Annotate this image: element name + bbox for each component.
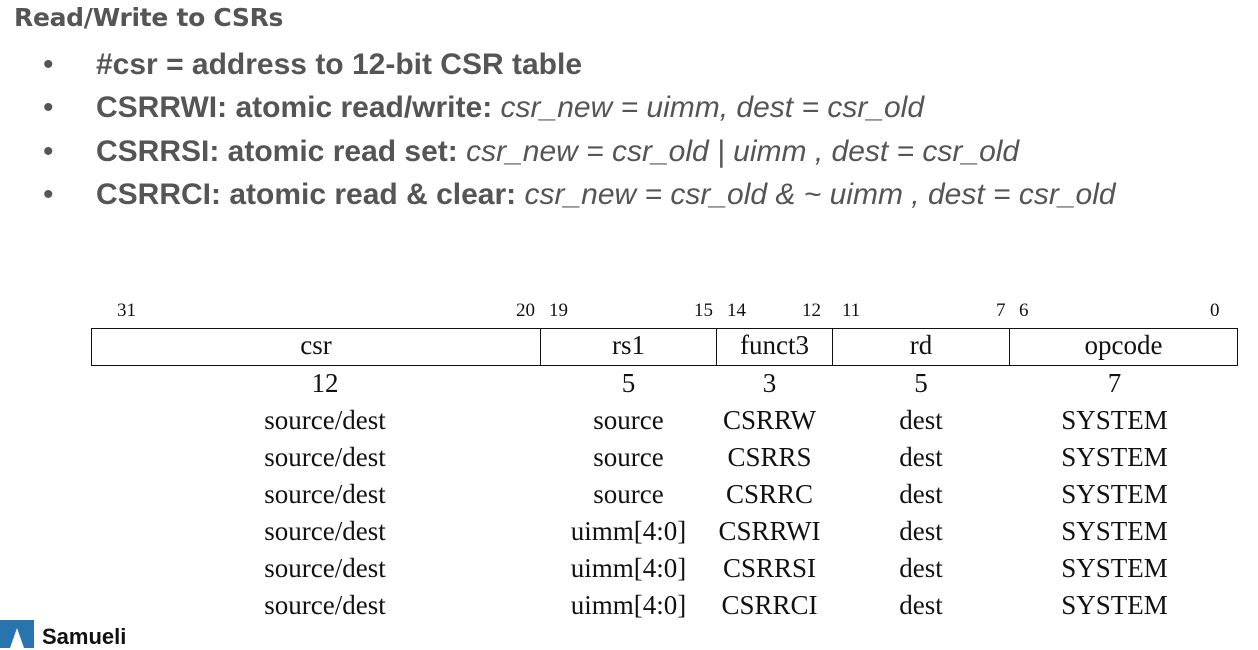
bit-label: 14 bbox=[727, 300, 746, 321]
bit-label: 11 bbox=[842, 300, 861, 321]
bullet-italic-text: csr_new = csr_old | uimm , dest = csr_ol… bbox=[466, 135, 1020, 168]
row-cell: uimm[4:0] bbox=[570, 590, 687, 620]
row-cell: uimm[4:0] bbox=[570, 516, 687, 546]
bit-label: 31 bbox=[117, 300, 136, 321]
field-name: rd bbox=[909, 330, 933, 360]
row-cell: dest bbox=[899, 479, 943, 509]
row-cell: CSRRS bbox=[727, 442, 812, 472]
bullet-bold-text: CSRRSI: atomic read set: bbox=[96, 135, 458, 168]
field-width: 12 bbox=[311, 368, 339, 398]
field-name: funct3 bbox=[740, 330, 809, 360]
bullet-dot: • bbox=[43, 48, 54, 81]
bullet-italic-text: csr_new = uimm, dest = csr_old bbox=[500, 91, 925, 124]
bit-label: 7 bbox=[996, 300, 1006, 321]
field-name: csr bbox=[300, 330, 332, 360]
bit-label: 15 bbox=[694, 300, 713, 321]
bullet-dot: • bbox=[43, 178, 54, 211]
bit-label: 0 bbox=[1210, 300, 1220, 321]
field-name: opcode bbox=[1084, 330, 1163, 360]
row-cell: source bbox=[593, 442, 664, 472]
field-width: 3 bbox=[762, 368, 777, 398]
row-cell: CSRRW bbox=[722, 405, 817, 435]
field-width: 7 bbox=[1107, 368, 1122, 398]
bullet-bold-text: #csr = address to 12-bit CSR table bbox=[96, 48, 583, 81]
row-cell: source/dest bbox=[264, 442, 386, 472]
row-cell: source/dest bbox=[264, 516, 386, 546]
row-cell: SYSTEM bbox=[1061, 405, 1168, 435]
row-cell: CSRRC bbox=[725, 479, 814, 509]
bit-label: 6 bbox=[1019, 300, 1029, 321]
row-cell: dest bbox=[899, 405, 943, 435]
slide-title: Read/Write to CSRs bbox=[14, 3, 284, 32]
bullet-bold-text: CSRRWI: atomic read/write: bbox=[96, 91, 493, 124]
samueli-logo: Samueli bbox=[0, 620, 200, 649]
row-cell: source/dest bbox=[264, 479, 386, 509]
field-box-opcode bbox=[1009, 328, 1238, 366]
row-cell: SYSTEM bbox=[1061, 590, 1168, 620]
bullet-dot: • bbox=[43, 91, 54, 124]
row-cell: dest bbox=[899, 516, 943, 546]
row-cell: CSRRSI bbox=[722, 553, 817, 583]
bit-label: 19 bbox=[549, 300, 568, 321]
logo-text: Samueli bbox=[42, 624, 127, 649]
row-cell: source bbox=[593, 405, 664, 435]
row-cell: SYSTEM bbox=[1061, 442, 1168, 472]
row-cell: SYSTEM bbox=[1061, 479, 1168, 509]
field-width: 5 bbox=[621, 368, 636, 398]
row-cell: SYSTEM bbox=[1061, 553, 1168, 583]
row-cell: dest bbox=[899, 553, 943, 583]
row-cell: dest bbox=[899, 590, 943, 620]
bit-label: 20 bbox=[516, 300, 535, 321]
bullet-dot: • bbox=[43, 135, 54, 168]
bit-label: 12 bbox=[802, 300, 821, 321]
row-cell: CSRRCI bbox=[721, 590, 818, 620]
field-width: 5 bbox=[914, 368, 928, 398]
bullet-bold-text: CSRRCI: atomic read & clear: bbox=[96, 178, 517, 211]
row-cell: source/dest bbox=[264, 590, 386, 620]
bullet-italic-text: csr_new = csr_old & ~ uimm , dest = csr_… bbox=[524, 178, 1116, 211]
field-name: rs1 bbox=[612, 330, 645, 360]
row-cell: source/dest bbox=[264, 405, 386, 435]
row-cell: source bbox=[593, 479, 664, 509]
row-cell: CSRRWI bbox=[718, 516, 821, 546]
row-cell: SYSTEM bbox=[1061, 516, 1168, 546]
ucla-samueli-logo-icon bbox=[0, 620, 34, 648]
row-cell: uimm[4:0] bbox=[570, 553, 687, 583]
row-cell: source/dest bbox=[264, 553, 386, 583]
row-cell: dest bbox=[899, 442, 943, 472]
